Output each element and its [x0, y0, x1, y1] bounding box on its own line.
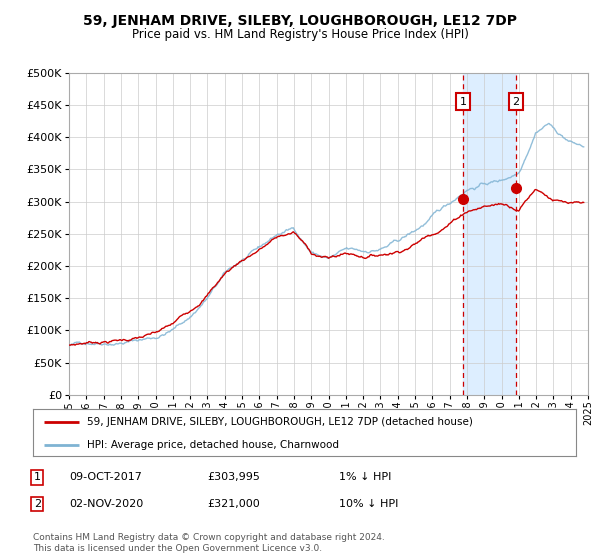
Text: Price paid vs. HM Land Registry's House Price Index (HPI): Price paid vs. HM Land Registry's House …	[131, 28, 469, 41]
Text: HPI: Average price, detached house, Charnwood: HPI: Average price, detached house, Char…	[88, 440, 340, 450]
Bar	[463, 73, 516, 395]
Bar	[580, 73, 588, 395]
Text: 59, JENHAM DRIVE, SILEBY, LOUGHBOROUGH, LE12 7DP (detached house): 59, JENHAM DRIVE, SILEBY, LOUGHBOROUGH, …	[88, 417, 473, 427]
Text: 10% ↓ HPI: 10% ↓ HPI	[339, 499, 398, 509]
Text: 2: 2	[512, 97, 520, 107]
Text: 1% ↓ HPI: 1% ↓ HPI	[339, 472, 391, 482]
Text: 2: 2	[34, 499, 41, 509]
Text: 59, JENHAM DRIVE, SILEBY, LOUGHBOROUGH, LE12 7DP: 59, JENHAM DRIVE, SILEBY, LOUGHBOROUGH, …	[83, 14, 517, 28]
Text: 1: 1	[460, 97, 467, 107]
Text: 09-OCT-2017: 09-OCT-2017	[69, 472, 142, 482]
Text: Contains HM Land Registry data © Crown copyright and database right 2024.
This d: Contains HM Land Registry data © Crown c…	[33, 533, 385, 553]
Text: 02-NOV-2020: 02-NOV-2020	[69, 499, 143, 509]
Text: £321,000: £321,000	[207, 499, 260, 509]
Text: £303,995: £303,995	[207, 472, 260, 482]
Text: 1: 1	[34, 472, 41, 482]
